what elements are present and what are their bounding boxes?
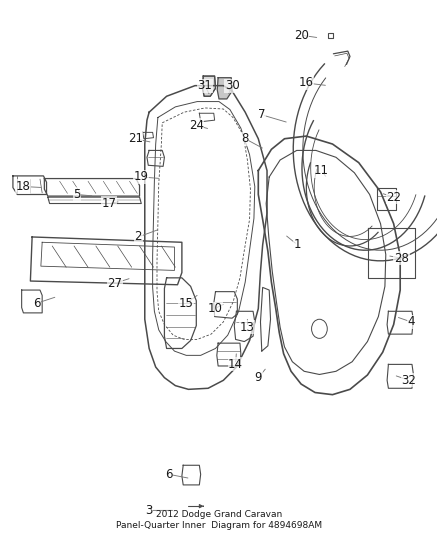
Text: 27: 27 — [108, 277, 123, 289]
Text: 31: 31 — [198, 79, 212, 92]
Text: 2012 Dodge Grand Caravan
Panel-Quarter Inner  Diagram for 4894698AM: 2012 Dodge Grand Caravan Panel-Quarter I… — [116, 510, 322, 530]
Text: 30: 30 — [225, 79, 240, 92]
Text: 17: 17 — [102, 197, 117, 210]
Text: 9: 9 — [254, 371, 262, 384]
Text: 8: 8 — [241, 132, 249, 145]
Text: 22: 22 — [386, 191, 401, 204]
Text: 2: 2 — [134, 230, 142, 244]
Text: 4: 4 — [407, 316, 415, 328]
Text: 18: 18 — [16, 180, 31, 193]
Polygon shape — [217, 78, 232, 99]
Text: 15: 15 — [179, 297, 194, 310]
Text: 6: 6 — [33, 297, 40, 310]
Text: 19: 19 — [134, 171, 149, 183]
Text: 14: 14 — [228, 358, 243, 371]
Text: 5: 5 — [74, 188, 81, 201]
Text: 28: 28 — [394, 252, 409, 265]
Text: 7: 7 — [258, 108, 265, 122]
Text: 6: 6 — [165, 468, 173, 481]
Text: 24: 24 — [189, 119, 204, 132]
Text: 11: 11 — [314, 164, 329, 177]
Text: 13: 13 — [240, 321, 255, 334]
Text: 32: 32 — [402, 374, 417, 387]
Text: 10: 10 — [207, 302, 222, 315]
Text: 1: 1 — [294, 238, 301, 252]
Polygon shape — [202, 76, 215, 96]
Text: 3: 3 — [145, 504, 153, 517]
Text: 20: 20 — [293, 29, 308, 42]
Text: 21: 21 — [127, 132, 143, 145]
Text: 16: 16 — [299, 77, 314, 90]
